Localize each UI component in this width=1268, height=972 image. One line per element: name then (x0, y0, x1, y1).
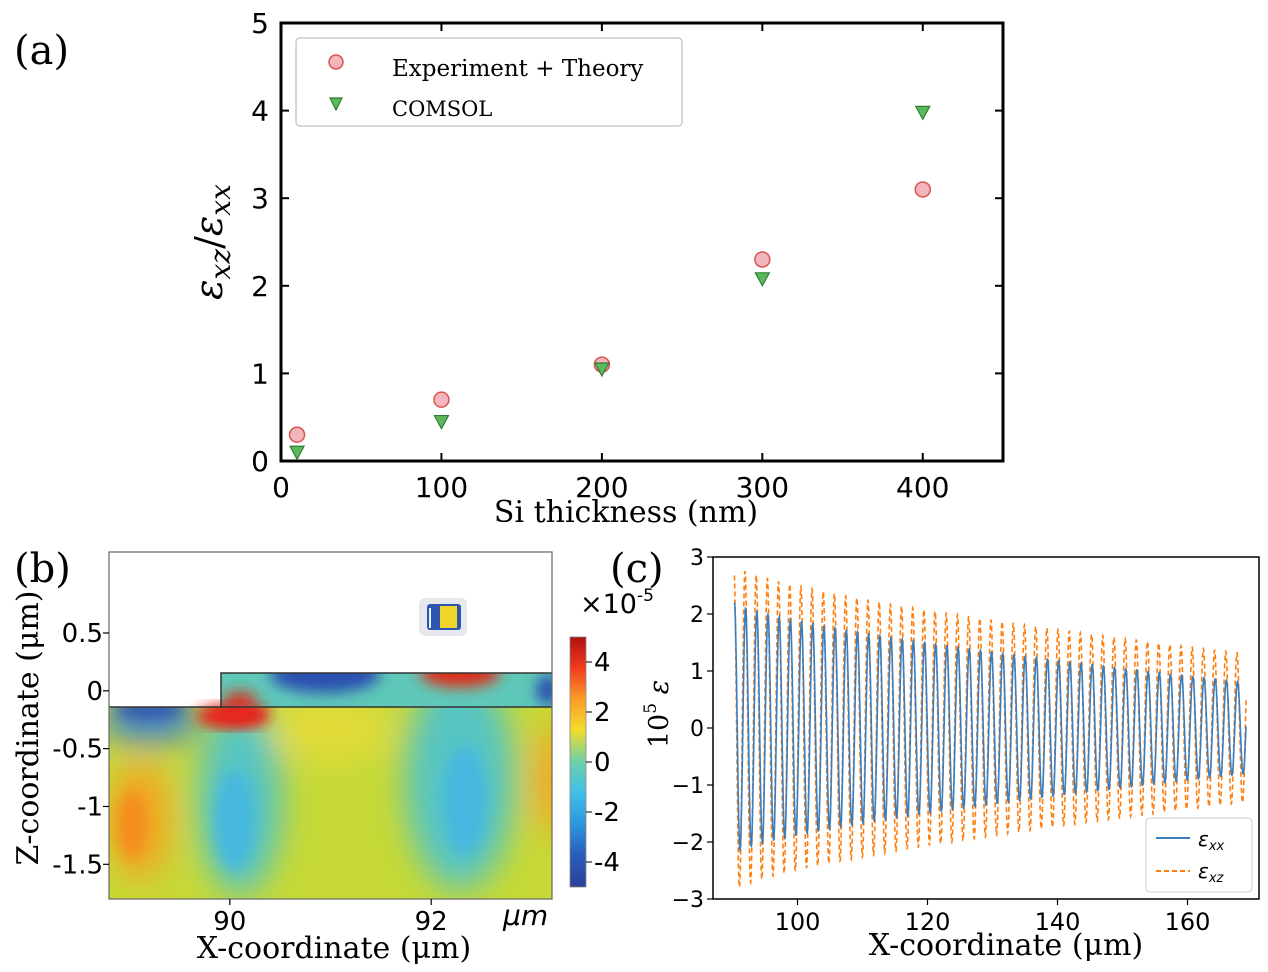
colorbar (569, 636, 587, 888)
orientation-cube-icon (419, 598, 467, 636)
y-label-sub-xz: xz (204, 249, 237, 280)
panel-c-x-axis-label: X-coordinate (μm) (869, 928, 1143, 963)
y-tick-label: -1.5 (52, 850, 103, 880)
x-tick-label: 400 (896, 471, 949, 504)
panel-a-data-points (288, 105, 932, 461)
colorbar-ticks: 4 2 0 -2 -4 (586, 648, 620, 878)
y-label-epsilon-2: ε (187, 216, 231, 236)
x-tick-label: 160 (1165, 908, 1211, 936)
x-tick-label: 300 (736, 471, 789, 504)
y-tick-label: −3 (672, 888, 704, 913)
point-experiment (754, 251, 771, 268)
panel-a-plot-frame (279, 21, 1005, 463)
colorbar-tick-label: 4 (594, 648, 611, 678)
x-tick-label: 100 (415, 471, 468, 504)
y-tick-label: -1 (77, 792, 103, 822)
point-comsol (914, 105, 931, 121)
panel-b-y-ticks: 0.5 0 -0.5 -1 -1.5 (52, 619, 109, 880)
y-tick-label: 1 (690, 660, 704, 685)
y-tick-label: 4 (251, 95, 269, 128)
panel-c-y-ticks: 3 2 1 0 −1 −2 −3 (672, 546, 713, 913)
colorbar-exponent: ×10-5 (580, 586, 654, 620)
legend-box (1145, 817, 1253, 893)
legend-marker-experiment (328, 54, 344, 70)
point-comsol (289, 445, 306, 461)
point-experiment (433, 391, 450, 408)
legend-label-experiment: Experiment + Theory (392, 56, 643, 82)
y-tick-label: −1 (672, 774, 704, 799)
legend-box (295, 37, 683, 127)
legend-label-comsol: COMSOL (392, 97, 492, 121)
colorbar-tick-label: 0 (594, 748, 611, 778)
y-tick-label: 3 (251, 182, 269, 215)
legend-label-exz: εxz (1198, 859, 1225, 886)
panel-c: (c) 3 2 1 0 −1 −2 −3 100 120 140 160 105 ε X-coor… (610, 546, 1260, 963)
panel-a-y-axis-label: εxz/εxx (187, 184, 237, 300)
y-tick-label: 3 (690, 546, 704, 571)
svg-text:εxz/εxx: εxz/εxx (187, 184, 237, 300)
panel-b-corner-unit: μm (502, 899, 548, 932)
panel-a-legend: Experiment + Theory COMSOL (295, 37, 683, 127)
y-tick-label: -0.5 (52, 735, 103, 765)
y-tick-label: 1 (251, 357, 269, 390)
point-comsol (754, 272, 771, 288)
step-hotspot (196, 704, 268, 728)
legend-label-exx: εxx (1198, 827, 1225, 854)
panel-b-x-ticks: 90 92 (213, 899, 448, 937)
x-tick-label: 140 (1035, 908, 1081, 936)
panel-a-label: (a) (14, 28, 69, 74)
y-tick-label: 0 (690, 717, 704, 742)
x-tick-label: 90 (213, 907, 246, 937)
panel-c-series (733, 570, 1247, 888)
series-line-exx (733, 602, 1247, 854)
y-tick-label: 2 (690, 603, 704, 628)
panel-b-plot-frame (108, 551, 553, 900)
y-tick-label: 5 (251, 7, 269, 40)
x-tick-label: 100 (775, 908, 821, 936)
y-label-slash: / (187, 236, 231, 249)
panel-c-label: (c) (610, 546, 664, 592)
panel-c-y-axis-label: 105 ε (641, 680, 675, 748)
colorbar-tick-label: 2 (594, 698, 611, 728)
panel-b: (b) (11, 546, 654, 966)
device-boundary (109, 672, 552, 708)
panel-a-x-axis-label: Si thickness (nm) (494, 495, 758, 530)
strain-field-map (109, 707, 552, 899)
panel-b-y-axis-label: Z-coordinate (μm) (11, 591, 46, 866)
panel-c-x-ticks: 100 120 140 160 (775, 899, 1211, 936)
panel-c-legend: εxx εxz (1145, 817, 1253, 893)
x-tick-label: 92 (415, 907, 448, 937)
colorbar-tick-label: -4 (594, 848, 620, 878)
colorbar-tick-label: -2 (594, 798, 620, 828)
x-tick-label: 200 (575, 471, 628, 504)
y-tick-label: 0.5 (62, 619, 103, 649)
si-layer-map (221, 673, 552, 707)
y-label-epsilon-1: ε (187, 279, 231, 299)
y-tick-label: −2 (672, 831, 704, 856)
panel-a-y-ticks: 0 1 2 3 4 5 (251, 7, 1003, 478)
panel-b-label: (b) (14, 546, 71, 592)
point-comsol (593, 362, 610, 378)
panel-b-x-axis-label: X-coordinate (μm) (197, 931, 471, 966)
point-experiment (914, 181, 932, 198)
x-tick-label: 0 (272, 471, 290, 504)
legend-marker-comsol (329, 97, 343, 112)
point-comsol (433, 414, 450, 430)
x-tick-label: 120 (905, 908, 951, 936)
y-tick-label: 0 (251, 445, 269, 478)
panel-a-x-ticks: 0 100 200 300 400 (272, 23, 950, 504)
y-tick-label: 0 (86, 677, 103, 707)
y-tick-label: 2 (251, 270, 269, 303)
point-experiment (288, 426, 306, 443)
y-label-sub-xx: xx (204, 184, 237, 216)
